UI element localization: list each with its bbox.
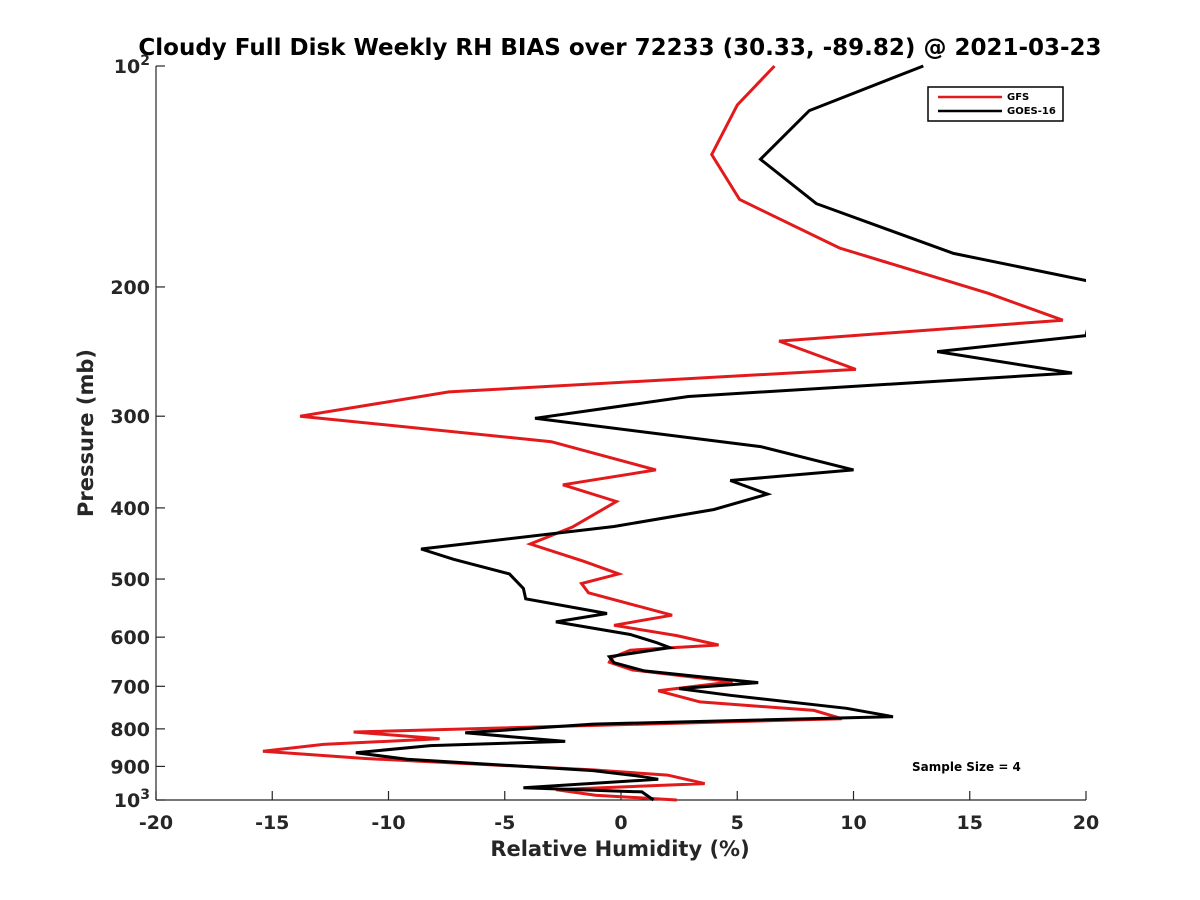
y-axis-label: Pressure (mb): [74, 349, 98, 517]
legend-label-goes16: GOES-16: [1007, 106, 1056, 117]
y-tick-label: 200: [110, 277, 150, 299]
legend-label-gfs: GFS: [1007, 92, 1029, 103]
series-line-gfs: [262, 64, 1064, 802]
y-tick-label: 102: [114, 53, 150, 78]
series-line-goes16: [355, 64, 1086, 802]
x-tick-label: -5: [494, 812, 515, 834]
chart-title: Cloudy Full Disk Weekly RH BIAS over 722…: [138, 35, 1101, 61]
y-tick-label: 600: [110, 627, 150, 649]
y-tick-label: 300: [110, 406, 150, 428]
y-tick-label: 500: [110, 569, 150, 591]
sample-size-annotation: Sample Size = 4: [912, 760, 1021, 774]
x-tick-label: 5: [731, 812, 744, 834]
x-tick-label: 10: [840, 812, 866, 834]
x-tick-label: -10: [371, 812, 405, 834]
y-tick-label: 400: [110, 498, 150, 520]
x-ticks: -20 -15 -10 -5 0 5 10 15 20: [139, 791, 1099, 834]
y-tick-label: 900: [110, 756, 150, 778]
y-tick-label: 800: [110, 719, 150, 741]
x-tick-label: 20: [1073, 812, 1099, 834]
x-tick-label: 15: [957, 812, 983, 834]
x-axis-label: Relative Humidity (%): [490, 837, 749, 861]
x-tick-label: 0: [614, 812, 627, 834]
legend: GFS GOES-16: [927, 86, 1064, 122]
y-tick-label: 700: [110, 676, 150, 698]
x-tick-label: -20: [139, 812, 173, 834]
series-layer: [262, 64, 1086, 802]
y-tick-label: 103: [114, 787, 150, 812]
y-ticks: 102 200 300 400 500 600 700 800 900 103: [110, 53, 165, 812]
legend-box: [927, 86, 1064, 122]
x-tick-label: -15: [255, 812, 289, 834]
plot-area: [155, 66, 1086, 801]
